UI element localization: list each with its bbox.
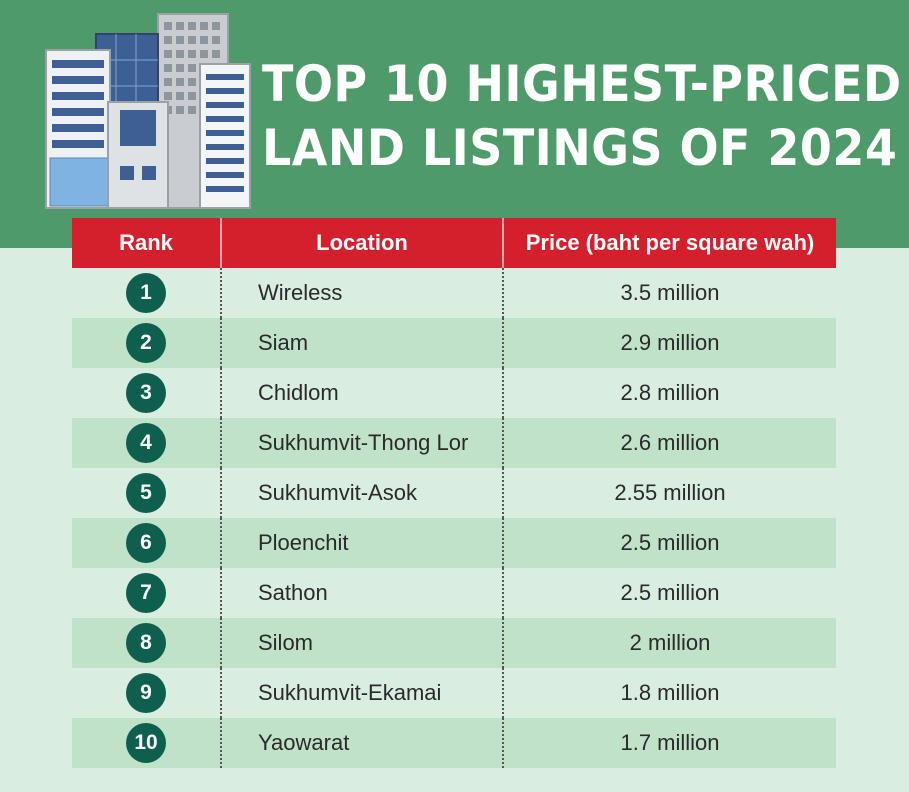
table-row: 7 Sathon 2.5 million bbox=[72, 568, 836, 618]
price-cell: 2.5 million bbox=[620, 530, 720, 555]
table-row: 10 Yaowarat 1.7 million bbox=[72, 718, 836, 768]
header-rank: Rank bbox=[72, 218, 222, 268]
price-cell: 2.5 million bbox=[620, 580, 720, 605]
rank-badge: 8 bbox=[126, 623, 166, 663]
location-cell: Sathon bbox=[222, 568, 504, 618]
location-cell: Yaowarat bbox=[222, 718, 504, 768]
title-line-1: TOP 10 HIGHEST-PRICED bbox=[262, 55, 902, 113]
price-cell: 2.8 million bbox=[620, 380, 720, 405]
table-row: 6 Ploenchit 2.5 million bbox=[72, 518, 836, 568]
header-location: Location bbox=[222, 218, 504, 268]
rank-badge: 1 bbox=[126, 273, 166, 313]
location-cell: Silom bbox=[222, 618, 504, 668]
price-cell: 2.55 million bbox=[614, 480, 726, 505]
rank-badge: 7 bbox=[126, 573, 166, 613]
table-row: 8 Silom 2 million bbox=[72, 618, 836, 668]
page-title: TOP 10 HIGHEST-PRICED LAND LISTINGS OF 2… bbox=[262, 52, 902, 180]
rank-badge: 9 bbox=[126, 673, 166, 713]
location-cell: Sukhumvit-Thong Lor bbox=[222, 418, 504, 468]
table-header: Rank Location Price (baht per square wah… bbox=[72, 218, 836, 268]
price-cell: 1.7 million bbox=[620, 730, 720, 755]
rank-badge: 5 bbox=[126, 473, 166, 513]
table-row: 5 Sukhumvit-Asok 2.55 million bbox=[72, 468, 836, 518]
rank-badge: 6 bbox=[126, 523, 166, 563]
price-cell: 1.8 million bbox=[620, 680, 720, 705]
table-row: 3 Chidlom 2.8 million bbox=[72, 368, 836, 418]
location-cell: Sukhumvit-Ekamai bbox=[222, 668, 504, 718]
location-cell: Chidlom bbox=[222, 368, 504, 418]
price-cell: 2.6 million bbox=[620, 430, 720, 455]
location-cell: Siam bbox=[222, 318, 504, 368]
table-row: 4 Sukhumvit-Thong Lor 2.6 million bbox=[72, 418, 836, 468]
rank-badge: 4 bbox=[126, 423, 166, 463]
listings-table: Rank Location Price (baht per square wah… bbox=[72, 218, 836, 768]
table-row: 2 Siam 2.9 million bbox=[72, 318, 836, 368]
rank-badge: 3 bbox=[126, 373, 166, 413]
location-cell: Ploenchit bbox=[222, 518, 504, 568]
location-cell: Sukhumvit-Asok bbox=[222, 468, 504, 518]
table-row: 9 Sukhumvit-Ekamai 1.8 million bbox=[72, 668, 836, 718]
price-cell: 2 million bbox=[629, 630, 711, 655]
buildings-illustration bbox=[45, 13, 251, 209]
price-cell: 2.9 million bbox=[620, 330, 720, 355]
price-cell: 3.5 million bbox=[620, 280, 720, 305]
rank-badge: 2 bbox=[126, 323, 166, 363]
header-price: Price (baht per square wah) bbox=[525, 230, 815, 255]
table-row: 1 Wireless 3.5 million bbox=[72, 268, 836, 318]
location-cell: Wireless bbox=[222, 268, 504, 318]
rank-badge: 10 bbox=[126, 723, 166, 763]
title-line-2: LAND LISTINGS OF 2024 bbox=[262, 119, 898, 177]
